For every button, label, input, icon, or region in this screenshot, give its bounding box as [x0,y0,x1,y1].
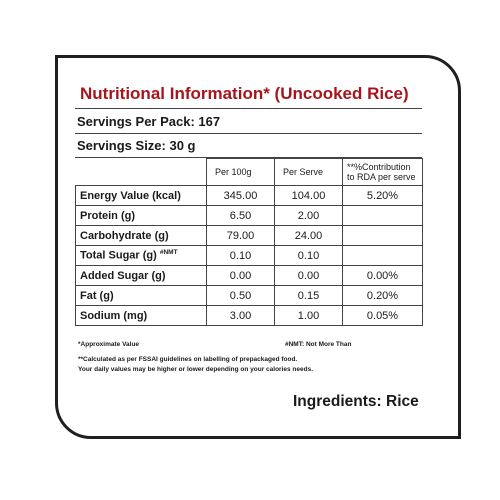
footnote-nmt: #NMT: Not More Than [285,341,352,348]
nutrient-name: Total Sugar (g) #NMT [75,245,207,266]
table-row: Fat (g) 0.50 0.15 0.20% [75,285,423,306]
header-blank-cell [75,158,207,186]
rda-value: 0.00% [342,265,423,286]
servings-per-pack: Servings Per Pack: 167 [75,110,422,134]
rda-value: 0.05% [342,305,423,326]
nutrient-name-text: Total Sugar (g) [80,249,157,262]
per-100g-value-text: 0.50 [229,289,252,302]
per-100g-value: 345.00 [206,185,275,206]
per-serve-value-text: 0.10 [297,249,320,262]
nutrition-title: Nutritional Information* (Uncooked Rice) [80,84,409,103]
rda-value: 0.20% [342,285,423,306]
per-100g-value: 6.50 [206,205,275,226]
ingredients: Ingredients: Rice [293,393,419,410]
per-100g-value: 0.10 [206,245,275,266]
header-per-serve: Per Serve [274,158,343,186]
footnote-approx: *Approximate Value [78,341,140,348]
nutrient-name-text: Added Sugar (g) [80,269,166,282]
rda-value-text: 0.00% [366,269,399,282]
rda-value-text: 0.20% [366,289,399,302]
serving-size: Servings Size: 30 g [75,134,422,158]
nutrient-name-text: Sodium (mg) [80,309,148,322]
per-serve-value-text: 0.15 [297,289,320,302]
per-serve-value-text: 1.00 [297,309,320,322]
per-serve-value-text: 0.00 [297,269,320,282]
per-serve-value: 2.00 [274,205,343,226]
header-rda: **%Contribution to RDA per serve [342,158,423,186]
per-serve-value: 0.10 [274,245,343,266]
nutrient-name-text: Protein (g) [80,209,135,222]
per-100g-value-text: 6.50 [229,209,252,222]
per-100g-value: 0.00 [206,265,275,286]
rda-value [342,245,423,266]
nmt-marker: #NMT [159,249,178,257]
per-serve-value-text: 24.00 [294,229,323,242]
per-serve-value: 104.00 [274,185,343,206]
footnote-daily-values: Your daily values may be higher or lower… [78,366,314,373]
per-serve-value-text: 104.00 [291,189,326,202]
per-serve-value: 0.00 [274,265,343,286]
nutrient-name: Sodium (mg) [75,305,207,326]
per-serve-value-text: 2.00 [297,209,320,222]
per-100g-value-text: 345.00 [223,189,258,202]
table-row: Carbohydrate (g) 79.00 24.00 [75,225,423,246]
rda-value [342,225,423,246]
table-row: Energy Value (kcal) 345.00 104.00 5.20% [75,185,423,206]
per-serve-value: 0.15 [274,285,343,306]
nutrient-name: Energy Value (kcal) [75,185,207,206]
header-per-100g: Per 100g [206,158,275,186]
rda-value-text: 0.05% [366,309,399,322]
table-row: Added Sugar (g) 0.00 0.00 0.00% [75,265,423,286]
label-card [55,55,461,439]
nutrient-name-text: Energy Value (kcal) [80,189,181,202]
nutrition-table: Per 100g Per Serve **%Contribution to RD… [75,158,423,326]
per-serve-value: 1.00 [274,305,343,326]
table-row: Sodium (mg) 3.00 1.00 0.05% [75,305,423,326]
per-100g-value: 0.50 [206,285,275,306]
nutrient-name: Carbohydrate (g) [75,225,207,246]
table-row: Protein (g) 6.50 2.00 [75,205,423,226]
rda-value: 5.20% [342,185,423,206]
title-divider [75,108,422,109]
rda-value-text: 5.20% [366,189,399,202]
nutrient-name-text: Fat (g) [80,289,114,302]
footnote-calculation: **Calculated as per FSSAI guidelines on … [78,356,298,363]
per-100g-value-text: 3.00 [229,309,252,322]
table-row: Total Sugar (g) #NMT 0.10 0.10 [75,245,423,266]
table-header-row: Per 100g Per Serve **%Contribution to RD… [75,158,423,186]
nutrient-name: Protein (g) [75,205,207,226]
nutrient-name: Added Sugar (g) [75,265,207,286]
per-100g-value: 79.00 [206,225,275,246]
rda-value [342,205,423,226]
per-100g-value-text: 79.00 [226,229,255,242]
nutrient-name: Fat (g) [75,285,207,306]
per-100g-value-text: 0.10 [229,249,252,262]
per-serve-value: 24.00 [274,225,343,246]
per-100g-value-text: 0.00 [229,269,252,282]
per-100g-value: 3.00 [206,305,275,326]
nutrient-name-text: Carbohydrate (g) [80,229,169,242]
